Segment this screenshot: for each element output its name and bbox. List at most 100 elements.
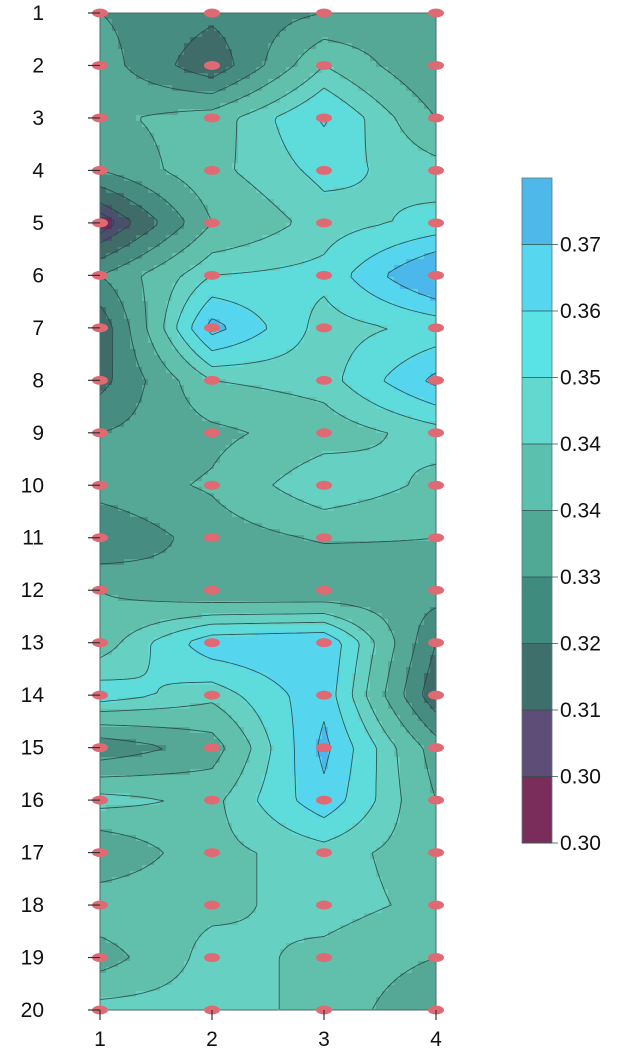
field-cell (394, 97, 401, 104)
field-cell (190, 97, 197, 104)
field-cell (106, 73, 113, 80)
field-cell (184, 367, 191, 374)
field-cell (172, 211, 179, 218)
field-cell (304, 511, 311, 518)
field-cell (430, 127, 436, 134)
field-cell (322, 19, 329, 26)
field-cell (340, 193, 347, 200)
field-cell (244, 505, 251, 512)
field-cell (418, 313, 425, 320)
field-cell (214, 253, 221, 260)
field-cell (268, 229, 275, 236)
field-cell (130, 103, 137, 110)
field-cell (148, 421, 155, 428)
field-cell (370, 433, 377, 440)
field-cell (244, 49, 251, 56)
field-cell (310, 445, 317, 452)
field-cell (352, 343, 359, 350)
field-cell (250, 223, 257, 230)
field-cell (310, 85, 317, 92)
field-cell (226, 511, 233, 518)
field-cell (364, 85, 371, 92)
field-cell (316, 343, 323, 350)
field-cell (130, 271, 137, 278)
field-cell (424, 391, 431, 398)
field-cell (280, 247, 287, 254)
field-cell (364, 19, 371, 26)
field-cell (130, 427, 137, 434)
field-cell (298, 409, 305, 416)
field-cell (196, 385, 203, 392)
field-cell (340, 91, 347, 98)
field-cell (376, 229, 383, 236)
field-cell (382, 157, 389, 164)
field-cell (316, 499, 323, 506)
field-cell (232, 37, 239, 44)
field-cell (142, 181, 149, 188)
field-cell (418, 247, 425, 254)
field-cell (166, 121, 173, 128)
field-cell (208, 139, 215, 146)
field-cell (328, 13, 335, 20)
field-cell (328, 211, 335, 218)
field-cell (124, 451, 131, 458)
field-cell (124, 325, 131, 332)
field-cell (394, 217, 401, 224)
field-cell (166, 229, 173, 236)
field-cell (190, 469, 197, 476)
field-cell (418, 403, 425, 410)
field-cell (124, 211, 131, 218)
field-cell (424, 139, 431, 146)
field-cell (214, 385, 221, 392)
field-cell (268, 487, 275, 494)
field-cell (244, 151, 251, 158)
field-cell (172, 295, 179, 302)
field-cell (358, 517, 365, 524)
field-cell (166, 277, 173, 284)
field-cell (160, 181, 167, 188)
field-cell (208, 505, 215, 512)
field-cell (322, 103, 329, 110)
field-cell (160, 91, 167, 98)
field-cell (340, 265, 347, 272)
field-cell (166, 283, 173, 290)
field-cell (196, 289, 203, 296)
field-cell (208, 157, 215, 164)
field-cell (178, 403, 185, 410)
field-cell (310, 529, 317, 536)
field-cell (118, 415, 125, 422)
field-cell (136, 397, 143, 404)
field-cell (190, 307, 197, 314)
field-cell (214, 391, 221, 398)
field-cell (388, 373, 395, 380)
field-cell (400, 169, 407, 176)
field-cell (316, 307, 323, 314)
field-cell (178, 115, 185, 122)
field-cell (382, 277, 389, 284)
field-cell (346, 85, 353, 92)
field-cell (238, 235, 245, 242)
field-cell (136, 121, 143, 128)
field-cell (250, 343, 257, 350)
field-cell (184, 295, 191, 302)
field-cell (112, 499, 119, 506)
field-cell (406, 541, 413, 548)
field-cell (232, 397, 239, 404)
field-cell (172, 547, 179, 554)
field-cell (160, 37, 167, 44)
field-cell (286, 121, 293, 128)
field-cell (304, 355, 311, 362)
field-cell (268, 31, 275, 38)
field-cell (346, 409, 353, 416)
field-cell (250, 19, 257, 26)
field-cell (352, 103, 359, 110)
field-cell (334, 37, 341, 44)
field-cell (292, 73, 299, 80)
field-cell (100, 127, 107, 134)
field-cell (256, 337, 263, 344)
field-cell (238, 289, 245, 296)
field-cell (322, 469, 329, 476)
field-cell (226, 19, 233, 26)
field-cell (166, 223, 173, 230)
field-cell (400, 463, 407, 470)
